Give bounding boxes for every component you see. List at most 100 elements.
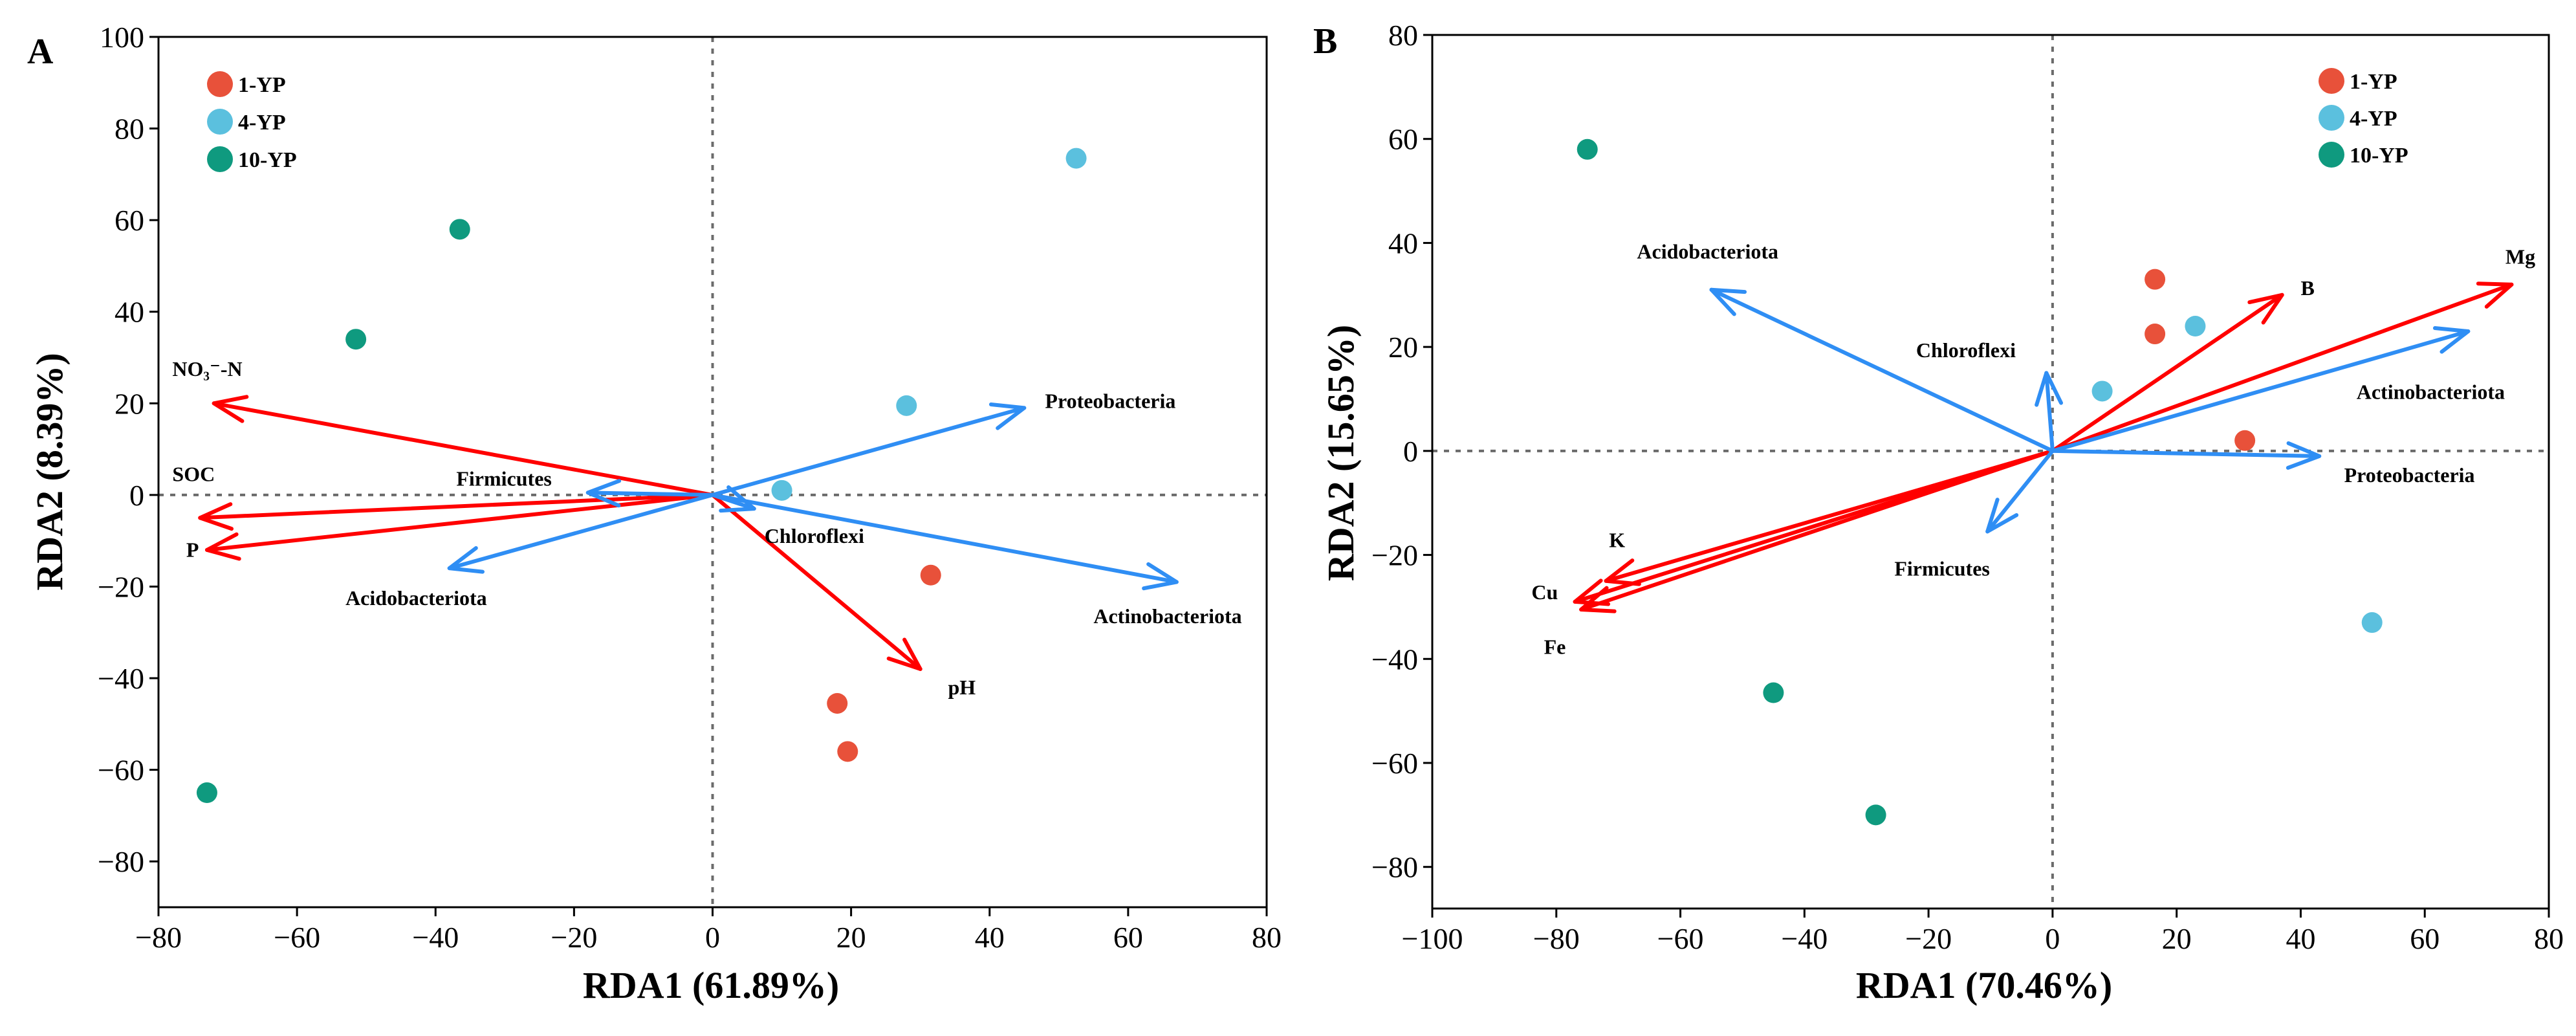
y-tick-label: −80 [98, 845, 144, 878]
y-tick-label: −40 [1371, 643, 1418, 676]
legend-label: 1-YP [238, 73, 286, 97]
x-tick-label: 0 [2045, 922, 2060, 955]
sample-point [2091, 380, 2113, 402]
vector-label: NO₃⁻-N [172, 357, 242, 380]
points [1577, 138, 2383, 826]
x-tick-label: −80 [1533, 922, 1580, 955]
panel-label: B [1313, 21, 1337, 61]
x-axis-title: RDA1 (70.46%) [1856, 964, 2112, 1006]
legend-label: 1-YP [2350, 70, 2397, 94]
vector-label: Proteobacteria [2344, 463, 2475, 487]
x-tick-label: −40 [412, 921, 459, 954]
vector-arrow [1579, 448, 2055, 613]
y-tick-label: −20 [1371, 539, 1418, 572]
x-axis: −80 −60 −40 −20 0 20 40 60 80 [135, 907, 1282, 954]
vector-label: Acidobacteriota [1637, 240, 1778, 263]
points [196, 148, 1087, 804]
y-tick-label: −40 [98, 662, 144, 695]
sample-point [2361, 612, 2383, 634]
sample-point [1865, 804, 1886, 826]
y-tick-label: −60 [98, 754, 144, 787]
x-tick-label: 60 [1113, 921, 1143, 954]
vector-label: Proteobacteria [1045, 389, 1175, 412]
y-axis-title: RDA2 (8.39%) [28, 353, 71, 590]
vector-label: Firmicutes [1894, 557, 1990, 580]
legend-marker [207, 71, 233, 97]
vector-arrow [710, 402, 1027, 497]
sample-point [827, 692, 848, 714]
x-tick-label: 20 [836, 921, 866, 954]
y-tick-label: −60 [1371, 747, 1418, 780]
vector-arrow [585, 479, 715, 508]
sample-point [920, 564, 941, 586]
panel-b: B Mg B K Cu Fe Acidobacteriota Chloroflexi Acti… [1313, 19, 2564, 1006]
vector-arrow [710, 492, 922, 671]
legend-label: 4-YP [238, 111, 286, 135]
sample-point [1763, 682, 1784, 703]
vector-arrow [1709, 287, 2055, 453]
x-tick-label: −60 [274, 921, 320, 954]
y-axis: −80 −60 −40 −20 0 20 40 60 80 [1371, 19, 1432, 884]
sample-point [1577, 138, 1598, 160]
vector-label: Chloroflexi [765, 524, 864, 547]
vector-arrow [2050, 281, 2514, 453]
vector-label: pH [948, 676, 976, 699]
vector-label: B [2300, 276, 2314, 300]
panel-label: A [27, 32, 54, 72]
x-tick-label: 80 [1252, 921, 1282, 954]
x-tick-label: 20 [2162, 922, 2192, 955]
y-tick-label: 0 [129, 479, 144, 512]
vector-label: Firmicutes [456, 467, 552, 490]
vectors: NO₃⁻-N SOC PpH Proteobacteria Firmicutes Chlo… [172, 357, 1241, 699]
sample-point [345, 329, 367, 350]
y-axis-title: RDA2 (15.65%) [1320, 325, 1362, 581]
vector-arrow [447, 492, 715, 574]
y-tick-label: 0 [1403, 435, 1418, 468]
y-tick-label: 20 [1388, 331, 1418, 364]
sample-point [2234, 430, 2256, 451]
vector-label: Mg [2505, 245, 2535, 269]
vector-label: K [1609, 529, 1625, 552]
legend-marker [207, 109, 233, 135]
vector-arrow [2050, 292, 2284, 453]
legend-marker [2319, 105, 2344, 131]
y-tick-label: 80 [115, 113, 144, 146]
vector-label: SOC [172, 463, 215, 486]
y-tick-label: 80 [1388, 19, 1418, 52]
vector-label: Actinobacteriota [2357, 380, 2505, 404]
vector-arrow [204, 492, 715, 561]
y-tick-label: 60 [115, 204, 144, 237]
legend-label: 10-YP [2350, 144, 2408, 168]
y-tick-label: −20 [98, 570, 144, 603]
vector-arrow [2050, 326, 2471, 453]
vector-label: Fe [1544, 635, 1566, 658]
vector-arrow [710, 492, 1179, 591]
y-tick-label: 60 [1388, 123, 1418, 156]
y-axis: −80 −60 −40 −20 0 20 40 60 80 100 [98, 21, 158, 878]
panel-a: A NO₃⁻-N SOC PpH Proteobacteria Firmicutes Ch… [27, 21, 1282, 1006]
vector-arrow [198, 492, 715, 531]
y-tick-label: 100 [100, 21, 144, 54]
x-axis-title: RDA1 (61.89%) [583, 964, 839, 1006]
y-tick-label: 40 [115, 296, 144, 329]
vector-arrow [2050, 441, 2322, 470]
x-tick-label: 0 [705, 921, 720, 954]
x-tick-label: 60 [2410, 922, 2440, 955]
zero-lines [158, 37, 1267, 907]
x-tick-label: −100 [1402, 922, 1463, 955]
sample-point [2145, 269, 2166, 290]
vector-label: P [186, 538, 199, 561]
x-tick-label: 40 [2286, 922, 2315, 955]
plot-frame [1431, 34, 2550, 910]
legend-label: 10-YP [238, 148, 297, 172]
sample-point [196, 782, 217, 804]
legend-marker [207, 146, 233, 172]
vector-label: Acidobacteriota [345, 586, 487, 610]
sample-point [2185, 316, 2206, 336]
x-tick-label: −20 [1905, 922, 1952, 955]
x-tick-label: −60 [1657, 922, 1704, 955]
sample-point [837, 741, 858, 762]
sample-point [449, 219, 470, 240]
legend-label: 4-YP [2350, 107, 2397, 131]
